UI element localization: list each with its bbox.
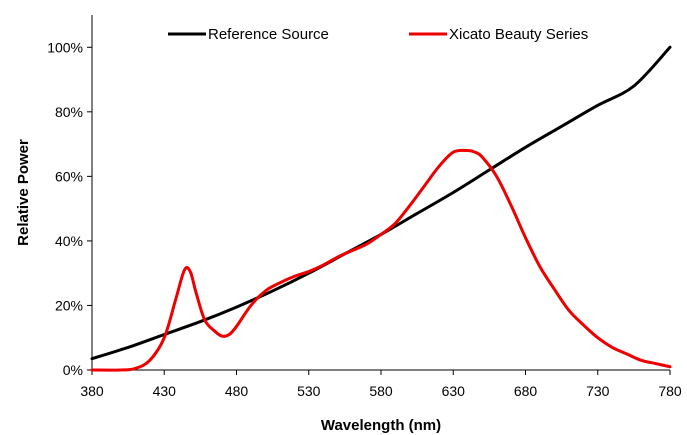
y-tick-label: 0% <box>63 362 83 378</box>
legend: Reference Source Xicato Beauty Series <box>168 26 588 43</box>
x-axis-title: Wavelength (nm) <box>321 417 441 434</box>
legend-label: Reference Source <box>208 26 329 43</box>
series-line-xicato-beauty-series <box>90 148 672 372</box>
y-tick-label: 20% <box>55 297 83 313</box>
x-tick-label: 580 <box>369 383 393 399</box>
y-tick-label: 60% <box>55 168 83 184</box>
y-tick-label: 40% <box>55 233 83 249</box>
x-tick-label: 680 <box>514 383 538 399</box>
x-tick-label: 730 <box>586 383 610 399</box>
y-axis-title: Relative Power <box>15 139 32 246</box>
series-line-reference-source <box>90 45 672 361</box>
x-tick-label: 630 <box>442 383 466 399</box>
x-tick-label: 380 <box>80 383 104 399</box>
x-tick-label: 430 <box>153 383 177 399</box>
x-tick-label: 480 <box>225 383 249 399</box>
series-layer <box>90 45 672 372</box>
y-tick-label: 100% <box>47 39 83 55</box>
legend-label: Xicato Beauty Series <box>449 26 588 43</box>
axes: 0% 20% 40% 60% 80% 100% 380 430 480 530 580 630 680 7… <box>47 15 682 399</box>
x-tick-label: 780 <box>658 383 682 399</box>
x-tick-label: 530 <box>297 383 321 399</box>
y-tick-label: 80% <box>55 104 83 120</box>
